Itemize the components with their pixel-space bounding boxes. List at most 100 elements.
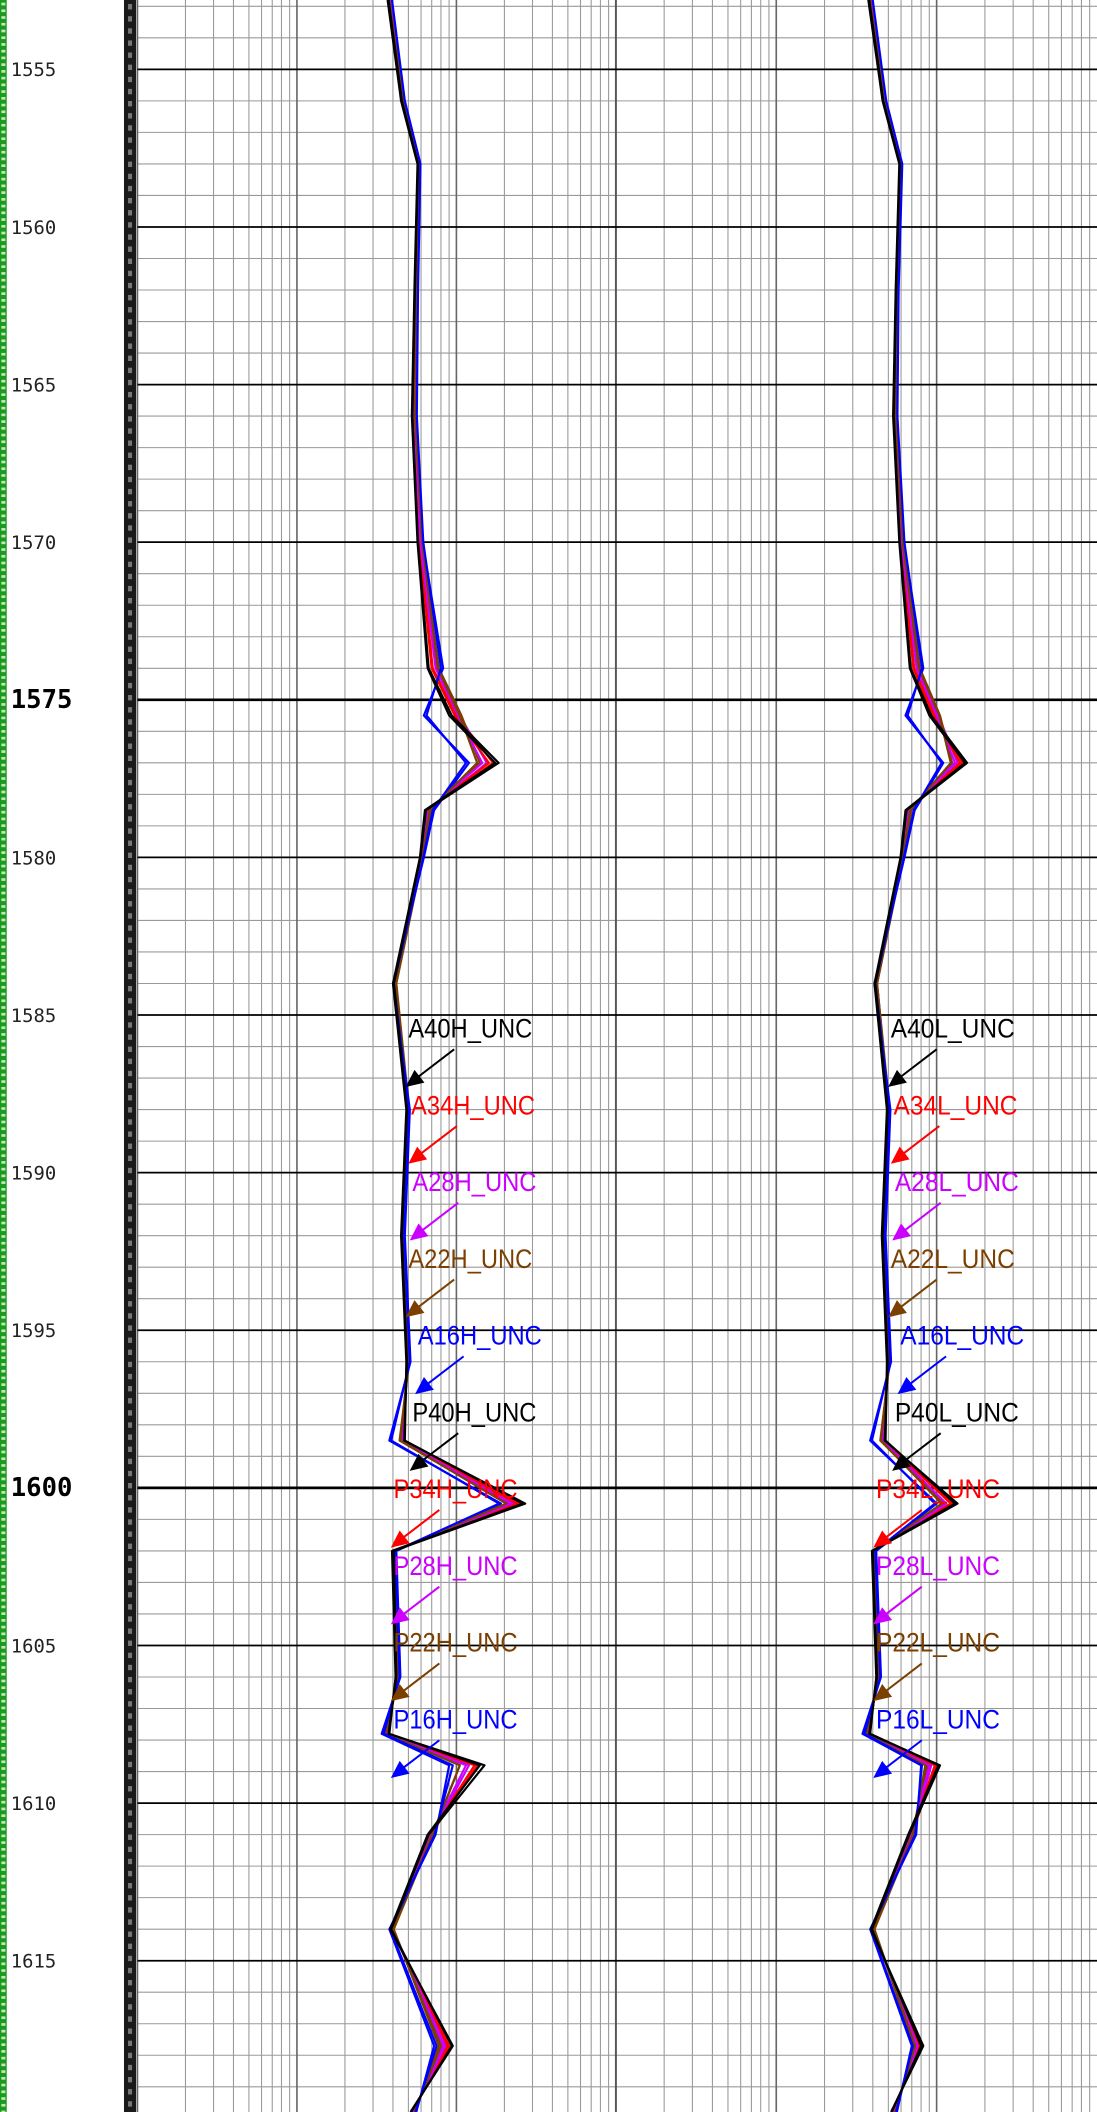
strip-dash bbox=[1, 1949, 6, 1952]
strip-dash bbox=[1, 1928, 6, 1932]
depth-bar-dash bbox=[128, 1883, 133, 1889]
y-tick-label: 1615 bbox=[11, 1951, 56, 1973]
strip-dash bbox=[1, 1740, 6, 1743]
depth-bar-dash bbox=[128, 864, 133, 871]
label-arrow bbox=[417, 1202, 459, 1235]
depth-bar-dash bbox=[128, 1289, 133, 1295]
strip-dash bbox=[1, 1127, 6, 1131]
strip-dash bbox=[1, 1093, 6, 1097]
label-arrowhead bbox=[873, 1760, 893, 1778]
depth-bar-dash bbox=[128, 270, 133, 277]
strip-dash bbox=[1, 945, 6, 949]
strip-dash bbox=[1, 1497, 6, 1501]
depth-bar-dash bbox=[128, 876, 133, 883]
strip-dash bbox=[1, 2043, 6, 2046]
label-arrow bbox=[398, 1739, 440, 1773]
depth-bar-dash bbox=[128, 1155, 133, 1162]
y-tick-label: 1585 bbox=[11, 1005, 56, 1027]
strip-dash bbox=[1, 1996, 6, 1999]
strip-dash bbox=[1, 1329, 6, 1333]
curves bbox=[380, 0, 969, 2112]
depth-bar-dash bbox=[128, 488, 133, 495]
strip-dash bbox=[1, 1753, 6, 1757]
strip-dash bbox=[1, 1080, 6, 1083]
strip-dash bbox=[1, 413, 6, 417]
label-arrow bbox=[899, 1202, 942, 1235]
strip-dash bbox=[1, 2110, 6, 2112]
curve-label: A40H_UNC bbox=[408, 1014, 532, 1044]
strip-dash bbox=[1, 1161, 6, 1164]
label-arrow bbox=[413, 1048, 455, 1082]
strip-dash bbox=[1, 117, 6, 120]
strip-dash bbox=[1, 1262, 6, 1265]
strip-dash bbox=[1, 1854, 6, 1858]
strip-dash bbox=[1, 689, 6, 693]
label-arrow bbox=[905, 1355, 947, 1389]
label-arrow bbox=[895, 1048, 938, 1082]
strip-dash bbox=[1, 891, 6, 895]
strip-dash bbox=[1, 1134, 6, 1137]
strip-dash bbox=[1, 1174, 6, 1178]
depth-bar-dash bbox=[128, 549, 133, 555]
strip-dash bbox=[1, 359, 6, 363]
label-arrowhead bbox=[897, 1376, 917, 1395]
strip-dash bbox=[1, 898, 6, 902]
strip-dash bbox=[1, 1107, 6, 1110]
strip-dash bbox=[1, 965, 6, 969]
depth-bar-dash bbox=[128, 1592, 133, 1598]
label-arrowhead bbox=[409, 1223, 429, 1241]
strip-dash bbox=[1, 1194, 6, 1198]
strip-dash bbox=[1, 1214, 6, 1218]
curve-label: P40L_UNC bbox=[895, 1397, 1019, 1427]
depth-bar-dash bbox=[128, 1482, 133, 1489]
strip-dash bbox=[1, 1309, 6, 1312]
label-arrowhead bbox=[415, 1376, 434, 1395]
y-tick-label: 1560 bbox=[11, 217, 56, 239]
strip-dash bbox=[1, 1531, 6, 1535]
depth-bar-dash bbox=[128, 416, 133, 422]
strip-dash bbox=[1, 1120, 6, 1124]
strip-dash bbox=[1, 878, 6, 881]
depth-bar-dash bbox=[128, 1870, 133, 1877]
strip-dash bbox=[1, 36, 6, 40]
strip-dash bbox=[1, 1033, 6, 1036]
labels: 1555 1560 1565 1570 1575 1580 1585 1590 1595 1600… bbox=[11, 59, 1024, 1972]
strip-dash bbox=[1, 1901, 6, 1905]
depth-bar-dash bbox=[128, 1967, 133, 1974]
depth-bar-dash bbox=[128, 610, 133, 616]
depth-bar-dash bbox=[128, 16, 133, 22]
strip-dash bbox=[1, 96, 6, 100]
depth-bar-dash bbox=[128, 28, 133, 34]
label-arrow bbox=[880, 1739, 923, 1773]
depth-bar-dash bbox=[128, 1943, 133, 1950]
depth-bar-dash bbox=[128, 973, 133, 980]
depth-bar-dash bbox=[128, 1046, 133, 1052]
strip-dash bbox=[1, 1241, 6, 1245]
strip-dash bbox=[1, 1841, 6, 1844]
y-tick-label: 1565 bbox=[11, 374, 56, 396]
label-arrow bbox=[880, 1509, 923, 1542]
strip-dash bbox=[1, 1693, 6, 1696]
strip-dash bbox=[1, 420, 6, 423]
depth-bar-dash bbox=[128, 998, 133, 1004]
strip-dash bbox=[1, 959, 6, 962]
strip-dash bbox=[1, 884, 6, 888]
label-arrow bbox=[880, 1585, 923, 1619]
depth-bar-dash bbox=[128, 1337, 133, 1343]
depth-bar-dash bbox=[128, 1531, 133, 1537]
strip-dash bbox=[1, 992, 6, 996]
depth-bar-dash bbox=[128, 1410, 133, 1416]
strip-dash bbox=[1, 905, 6, 908]
strip-dash bbox=[1, 1167, 6, 1171]
strip-dash bbox=[1, 1814, 6, 1818]
depth-bar-dash bbox=[128, 1834, 133, 1840]
strip-dash bbox=[1, 1666, 6, 1669]
strip-dash bbox=[1, 1760, 6, 1764]
depth-bar-dash bbox=[128, 1386, 133, 1392]
y-tick-label: 1555 bbox=[11, 59, 56, 81]
strip-dash bbox=[1, 1086, 6, 1090]
y-tick-label: 1575 bbox=[11, 685, 73, 715]
strip-dash bbox=[1, 1511, 6, 1514]
depth-bar-dash bbox=[128, 1555, 133, 1562]
